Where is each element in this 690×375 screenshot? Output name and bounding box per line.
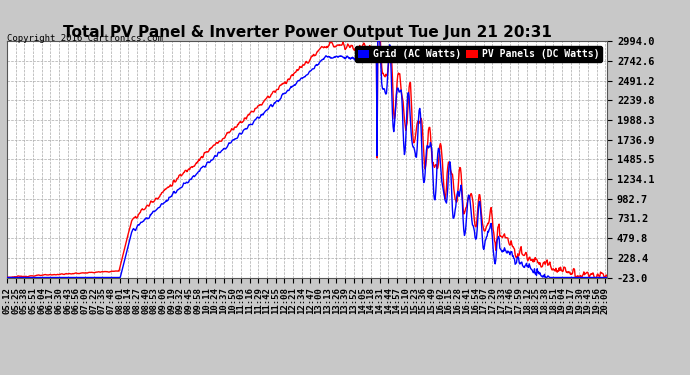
Legend: Grid (AC Watts), PV Panels (DC Watts): Grid (AC Watts), PV Panels (DC Watts) xyxy=(355,46,602,62)
Title: Total PV Panel & Inverter Power Output Tue Jun 21 20:31: Total PV Panel & Inverter Power Output T… xyxy=(63,25,551,40)
Text: Copyright 2016 Cartronics.com: Copyright 2016 Cartronics.com xyxy=(7,34,163,43)
